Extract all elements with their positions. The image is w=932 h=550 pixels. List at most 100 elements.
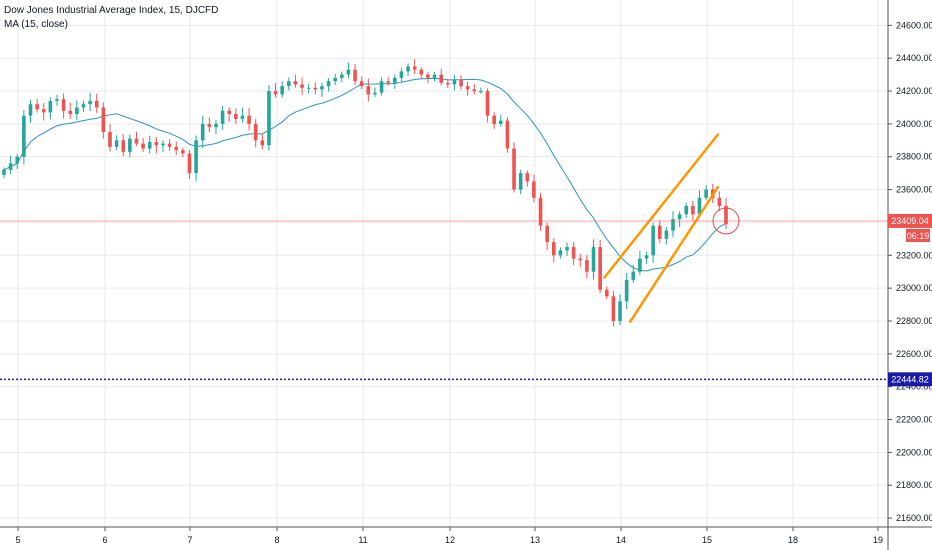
candle-body [22, 115, 26, 157]
candle-body [187, 153, 192, 174]
candle-body [200, 123, 205, 141]
candle-body [128, 138, 132, 152]
candle-body [664, 230, 669, 239]
candle-body [287, 81, 291, 87]
candle-body [677, 214, 682, 220]
candle-body [35, 104, 39, 110]
indicator-label: MA (15, close) [4, 19, 68, 30]
candle-body [631, 271, 636, 280]
candle-body [94, 100, 99, 108]
candle-body [346, 69, 351, 75]
y-tick-label: 22000.00 [896, 447, 932, 457]
candle-body [399, 71, 404, 78]
candle-body [684, 206, 689, 215]
candle-body [591, 247, 596, 272]
candle-body [638, 258, 642, 272]
candle-body [15, 156, 20, 164]
x-tick-label: 12 [445, 535, 455, 545]
y-tick-label: 21600.00 [896, 513, 932, 523]
candle-body [426, 74, 430, 78]
candle-body [472, 89, 477, 92]
y-tick-label: 24200.00 [896, 86, 932, 96]
candle-body [174, 146, 179, 151]
y-tick-label: 22200.00 [896, 415, 932, 425]
x-tick-label: 15 [702, 535, 712, 545]
candle-body [194, 140, 198, 174]
y-tick-label: 23200.00 [896, 250, 932, 260]
candle-body [439, 74, 443, 83]
candle-body [141, 143, 145, 149]
candle-body [412, 66, 417, 70]
support-price-tag [888, 372, 932, 387]
highlight-circle [712, 207, 740, 235]
candle-body [452, 79, 457, 85]
candle-body [273, 91, 278, 95]
countdown-tag [906, 228, 930, 242]
candle-body [8, 163, 13, 170]
moving-average-line [3, 77, 727, 272]
candle-body [207, 123, 212, 128]
candle-body [538, 197, 543, 226]
candle-body [300, 84, 304, 88]
candle-body [618, 301, 622, 321]
candle-body [253, 123, 258, 141]
candle-body [465, 86, 470, 90]
y-tick-label: 22800.00 [896, 316, 932, 326]
countdown-label: 06:19 [907, 231, 930, 241]
candle-body [598, 247, 602, 290]
candle-body [353, 69, 357, 82]
candle-body [393, 77, 397, 83]
y-tick-label: 22400.00 [896, 382, 932, 392]
candle-body [558, 250, 563, 256]
candle-body [585, 260, 589, 272]
candle-body [240, 115, 245, 119]
candle-body [167, 143, 172, 147]
candle-body [651, 225, 655, 256]
x-tick-label: 13 [530, 535, 540, 545]
candle-body [485, 91, 490, 116]
candle-body [565, 247, 569, 251]
x-tick-label: 11 [358, 535, 367, 545]
candle-body [214, 123, 218, 128]
candle-body [28, 104, 33, 116]
candle-body [41, 109, 46, 113]
candle-body [267, 91, 271, 146]
candle-body [114, 140, 119, 147]
x-tick-label: 7 [187, 535, 192, 545]
y-tick-label: 24600.00 [896, 20, 932, 30]
candle-body [359, 81, 364, 87]
candle-body [532, 181, 536, 198]
candle-body [492, 115, 496, 124]
candle-body [644, 255, 649, 259]
candle-body [479, 91, 483, 93]
candle-body [406, 66, 410, 72]
candle-body [313, 87, 318, 90]
candle-body [518, 173, 523, 190]
candle-body [459, 79, 463, 87]
candle-body [48, 100, 53, 113]
candle-body [512, 148, 516, 190]
candle-body [88, 100, 92, 105]
candle-body [545, 225, 549, 243]
y-tick-label: 23000.00 [896, 283, 932, 293]
candle-body [498, 120, 503, 124]
candle-body [101, 107, 106, 133]
candle-body [571, 247, 576, 259]
candle-body [691, 206, 695, 215]
candle-body [505, 120, 510, 149]
x-tick-label: 14 [616, 535, 626, 545]
support-price-label: 22444.82 [891, 374, 929, 384]
candles [2, 59, 728, 327]
candle-body [704, 189, 708, 198]
y-tick-label: 23600.00 [896, 185, 932, 195]
candle-body [134, 138, 139, 144]
channel-upper-line [602, 132, 720, 280]
candle-body [657, 225, 662, 239]
candle-body [108, 132, 112, 147]
candle-body [326, 81, 331, 87]
candle-body [147, 141, 152, 149]
candle-body [161, 143, 165, 146]
candle-body [445, 82, 450, 85]
candle-body [320, 86, 324, 90]
